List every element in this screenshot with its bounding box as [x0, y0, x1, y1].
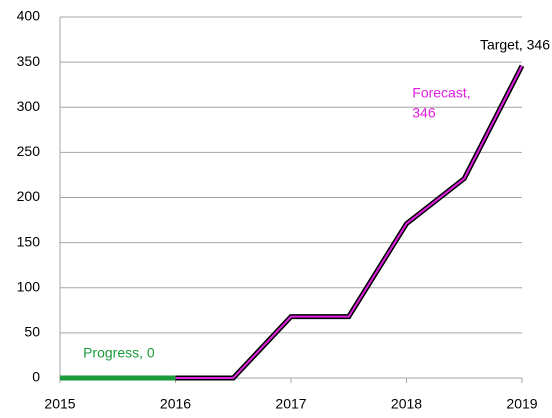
x-tick-label: 2015 — [44, 396, 75, 412]
y-tick-label: 150 — [17, 233, 41, 249]
y-tick-label: 300 — [17, 98, 41, 114]
y-tick-label: 350 — [17, 53, 41, 69]
y-tick-label: 200 — [17, 188, 41, 204]
y-tick-label: 400 — [17, 8, 41, 24]
y-tick-label: 250 — [17, 143, 41, 159]
annotation: Progress, 0 — [83, 345, 155, 361]
x-tick-label: 2019 — [506, 396, 537, 412]
x-tick-label: 2016 — [160, 396, 191, 412]
annotation: 346 — [412, 104, 436, 120]
y-tick-label: 100 — [17, 278, 41, 294]
x-tick-label: 2018 — [391, 396, 422, 412]
line-outline — [60, 64, 525, 381]
y-tick-label: 0 — [32, 369, 40, 385]
x-tick-label: 2017 — [275, 396, 306, 412]
annotation: Forecast, — [412, 84, 470, 100]
line — [60, 65, 523, 379]
annotation: Target, 346 — [480, 36, 550, 52]
y-tick-label: 50 — [24, 324, 40, 340]
